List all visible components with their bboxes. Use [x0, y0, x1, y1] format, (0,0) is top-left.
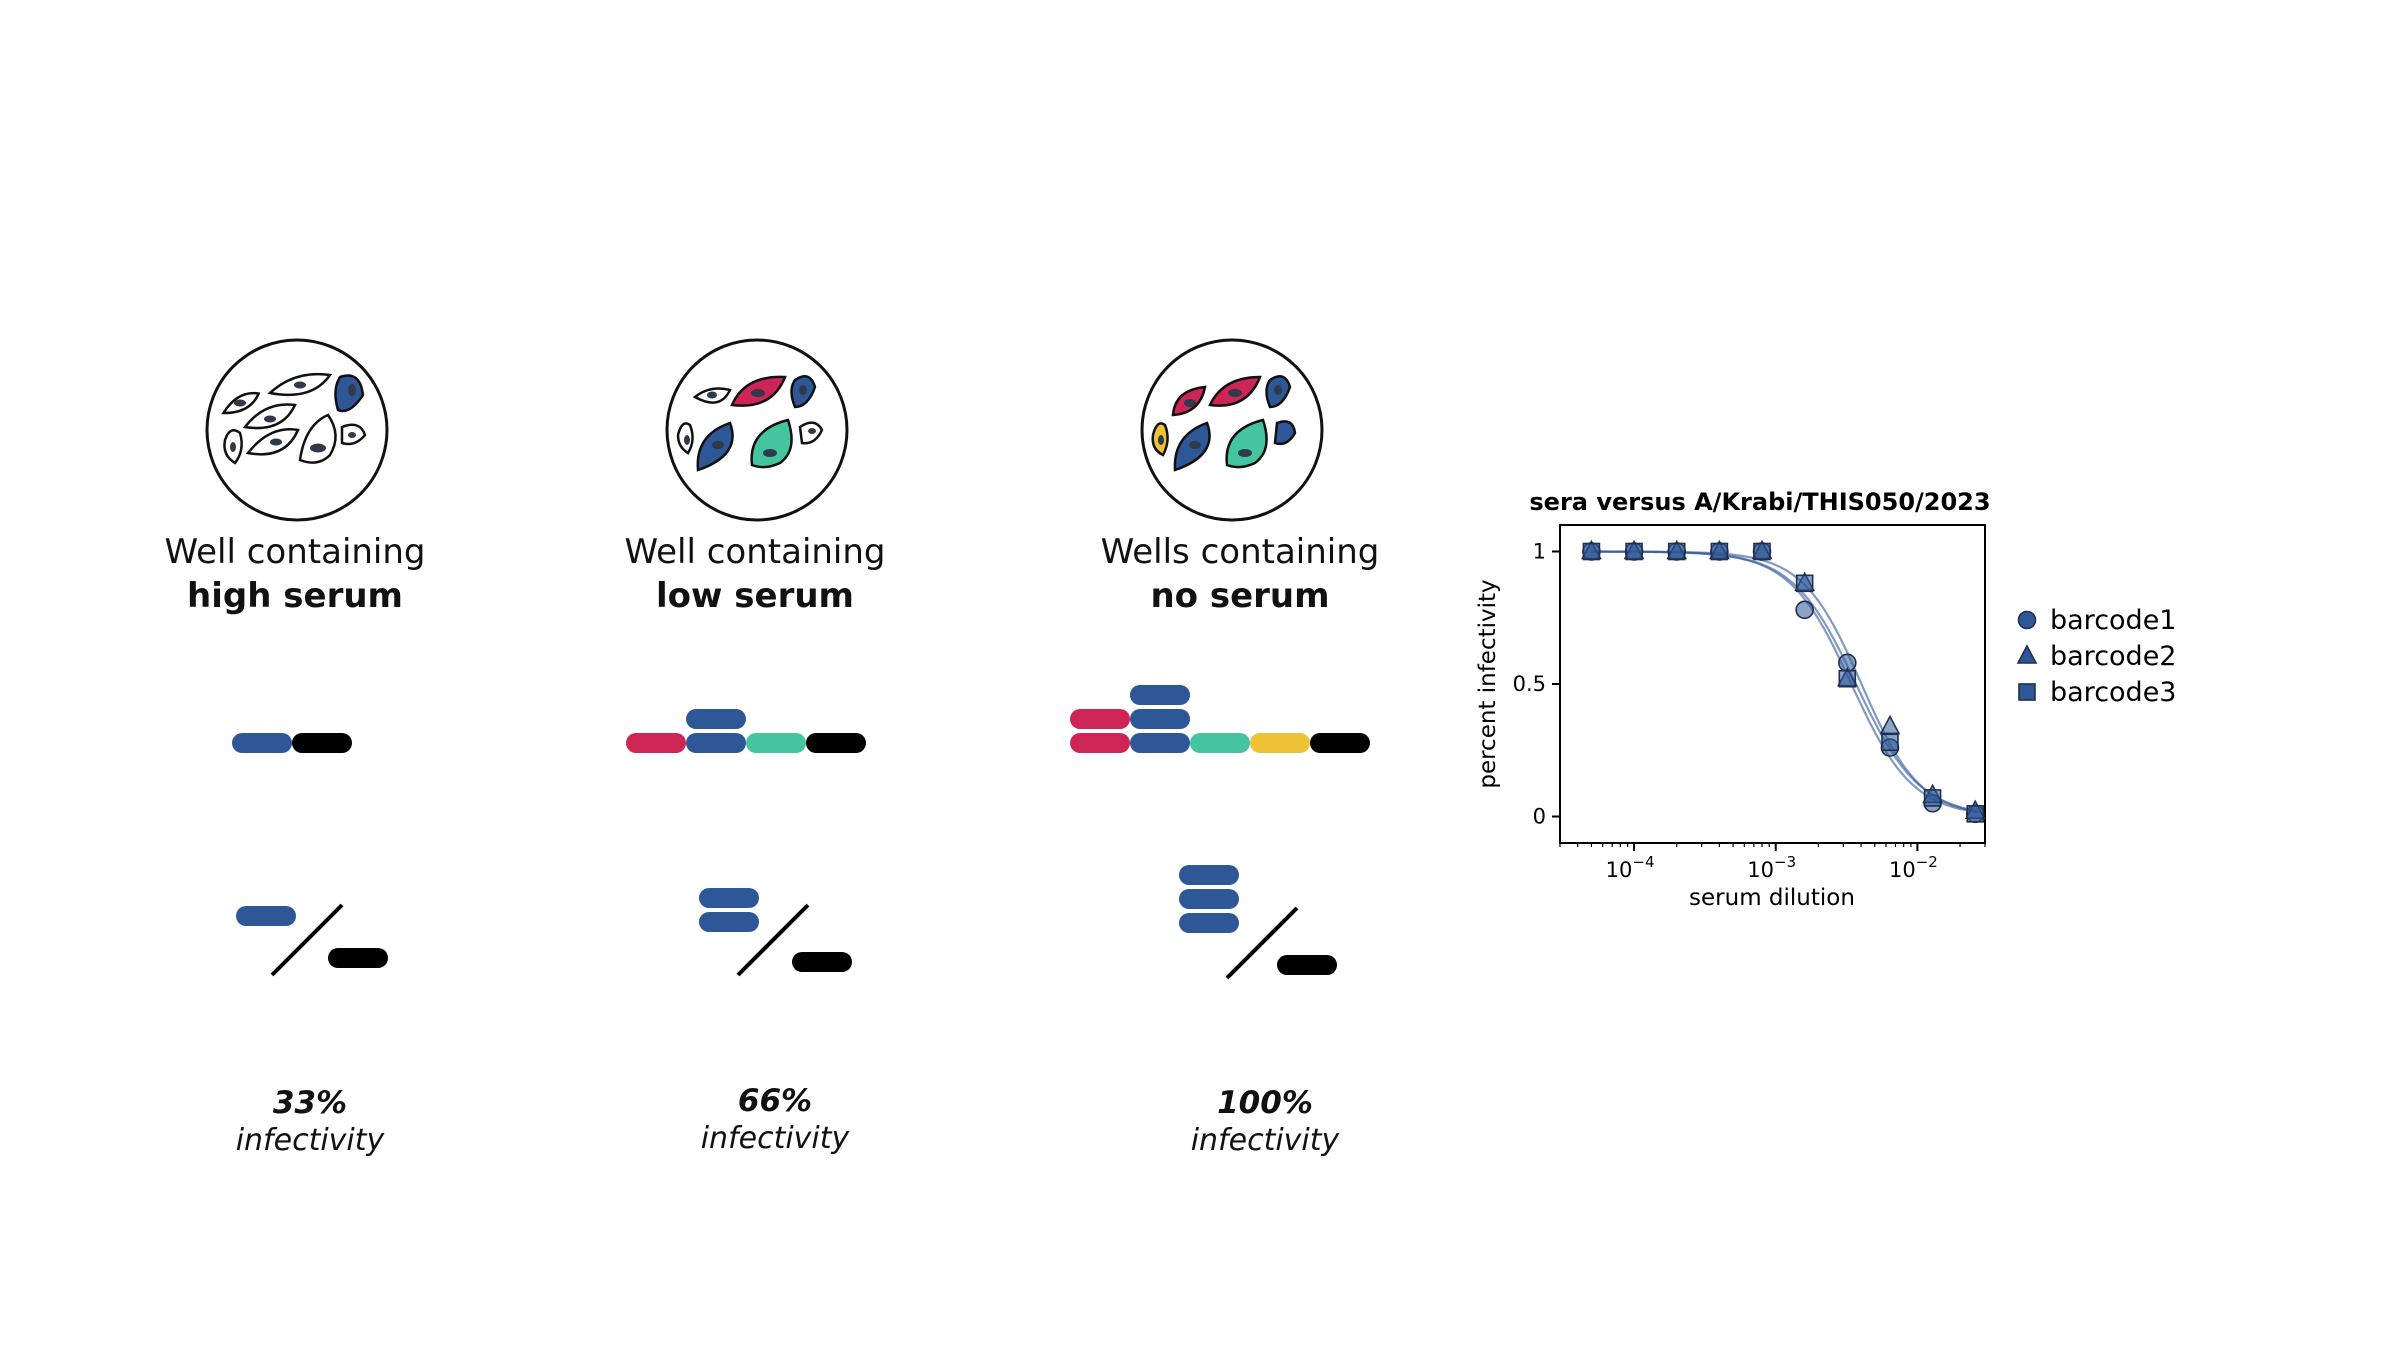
barcode-pill-green: [1190, 733, 1250, 753]
barcode-pill-red: [1070, 709, 1130, 729]
well-title-line2: low serum: [656, 576, 854, 616]
nucleus-icon: [230, 381, 356, 453]
x-tick-label: 10−2: [1889, 853, 1938, 882]
fit-curve-3: [1591, 550, 1979, 813]
infectivity-label: infectivity: [235, 1123, 385, 1158]
data-point-barcode2: [1879, 714, 1901, 735]
barcode-pill-blue: [232, 733, 292, 753]
barcode-pill-black: [806, 733, 866, 753]
infectivity-percent: 100%: [1217, 1085, 1313, 1121]
infectivity-low-serum: 66% infectivity: [625, 1083, 925, 1156]
infectivity-percent: 33%: [272, 1085, 348, 1121]
data-point-barcode3: [1753, 542, 1771, 561]
chart-title: sera versus A/Krabi/THIS050/2023: [1529, 488, 1990, 516]
legend: barcode1 barcode2 barcode3: [2016, 605, 2176, 708]
well-title-line1: Well containing: [164, 532, 426, 572]
infectivity-label: infectivity: [1190, 1123, 1340, 1158]
barcode-pill-blue: [1130, 709, 1190, 729]
ratio-no-serum: [1179, 865, 1337, 980]
y-tick-label: 1: [1533, 540, 1546, 564]
ratio-high-serum: [236, 903, 388, 977]
plot-frame: [1559, 524, 1986, 844]
data-point-barcode3: [1710, 542, 1729, 561]
well-title-high-serum: Well containing high serum: [85, 530, 505, 618]
barcode-pill-red: [626, 733, 686, 753]
infectivity-label: infectivity: [700, 1121, 850, 1156]
infectivity-percent: 66%: [737, 1083, 813, 1119]
data-point-barcode3: [1966, 805, 1985, 823]
infectivity-high-serum: 33% infectivity: [160, 1085, 460, 1158]
fit-curve-2: [1591, 550, 1979, 813]
legend-label: barcode2: [2050, 641, 2176, 672]
x-axis: 10−4 10−3 10−2: [1559, 843, 1986, 882]
data-point-barcode3: [1795, 574, 1814, 593]
well-circle-high-serum: [205, 338, 389, 522]
barcode-pill-green: [746, 733, 806, 753]
x-tick-label: 10−3: [1747, 853, 1796, 882]
nucleus-icon: [684, 385, 816, 457]
nucleus-icon: [1158, 385, 1282, 457]
legend-marker-barcode1: [2017, 610, 2037, 630]
data-points: [1581, 539, 1986, 824]
well-title-line2: no serum: [1150, 576, 1330, 616]
well-title-line2: high serum: [187, 576, 403, 616]
data-point-barcode3: [1667, 542, 1686, 561]
data-point-barcode3: [1625, 542, 1643, 561]
data-point-barcode3: [1881, 733, 1899, 752]
well-title-line1: Well containing: [624, 532, 886, 572]
well-title-no-serum: Wells containing no serum: [1030, 530, 1450, 618]
barcode-pill-blue: [686, 709, 746, 729]
well-title-low-serum: Well containing low serum: [545, 530, 965, 618]
fit-curve-1: [1591, 550, 1979, 814]
well-circle-no-serum: [1140, 338, 1324, 522]
legend-marker-barcode3: [2018, 683, 2036, 701]
data-point-barcode3: [1838, 669, 1857, 688]
well-circle-low-serum: [665, 338, 849, 522]
y-tick-label: 0: [1533, 805, 1546, 829]
fit-curves: [1591, 550, 1979, 814]
barcode-pill-blue: [686, 733, 746, 753]
y-axis-label: percent infectivity: [1475, 579, 1501, 788]
y-axis: 00.51: [1513, 540, 1560, 829]
barcode-pill-blue: [1130, 685, 1190, 705]
data-point-barcode3: [1582, 542, 1601, 561]
data-point-barcode1: [1795, 600, 1814, 620]
barcode-pill-yellow: [1250, 733, 1310, 753]
legend-label: barcode1: [2050, 605, 2176, 636]
ratio-low-serum: [699, 888, 852, 977]
data-point-barcode3: [1923, 789, 1942, 807]
x-tick-label: 10−4: [1606, 853, 1655, 882]
barcode-pill-black: [292, 733, 352, 753]
legend-marker-barcode2: [2016, 644, 2038, 664]
barcode-pill-red: [1070, 733, 1130, 753]
barcode-pill-blue: [1130, 733, 1190, 753]
barcode-pill-black: [1310, 733, 1370, 753]
neutralization-chart: sera versus A/Krabi/THIS050/2023 00.51 1…: [1475, 488, 2176, 911]
x-axis-label: serum dilution: [1689, 885, 1855, 911]
y-tick-label: 0.5: [1513, 672, 1546, 696]
well-title-line1: Wells containing: [1100, 532, 1380, 572]
legend-label: barcode3: [2050, 677, 2176, 708]
infectivity-no-serum: 100% infectivity: [1115, 1085, 1415, 1158]
